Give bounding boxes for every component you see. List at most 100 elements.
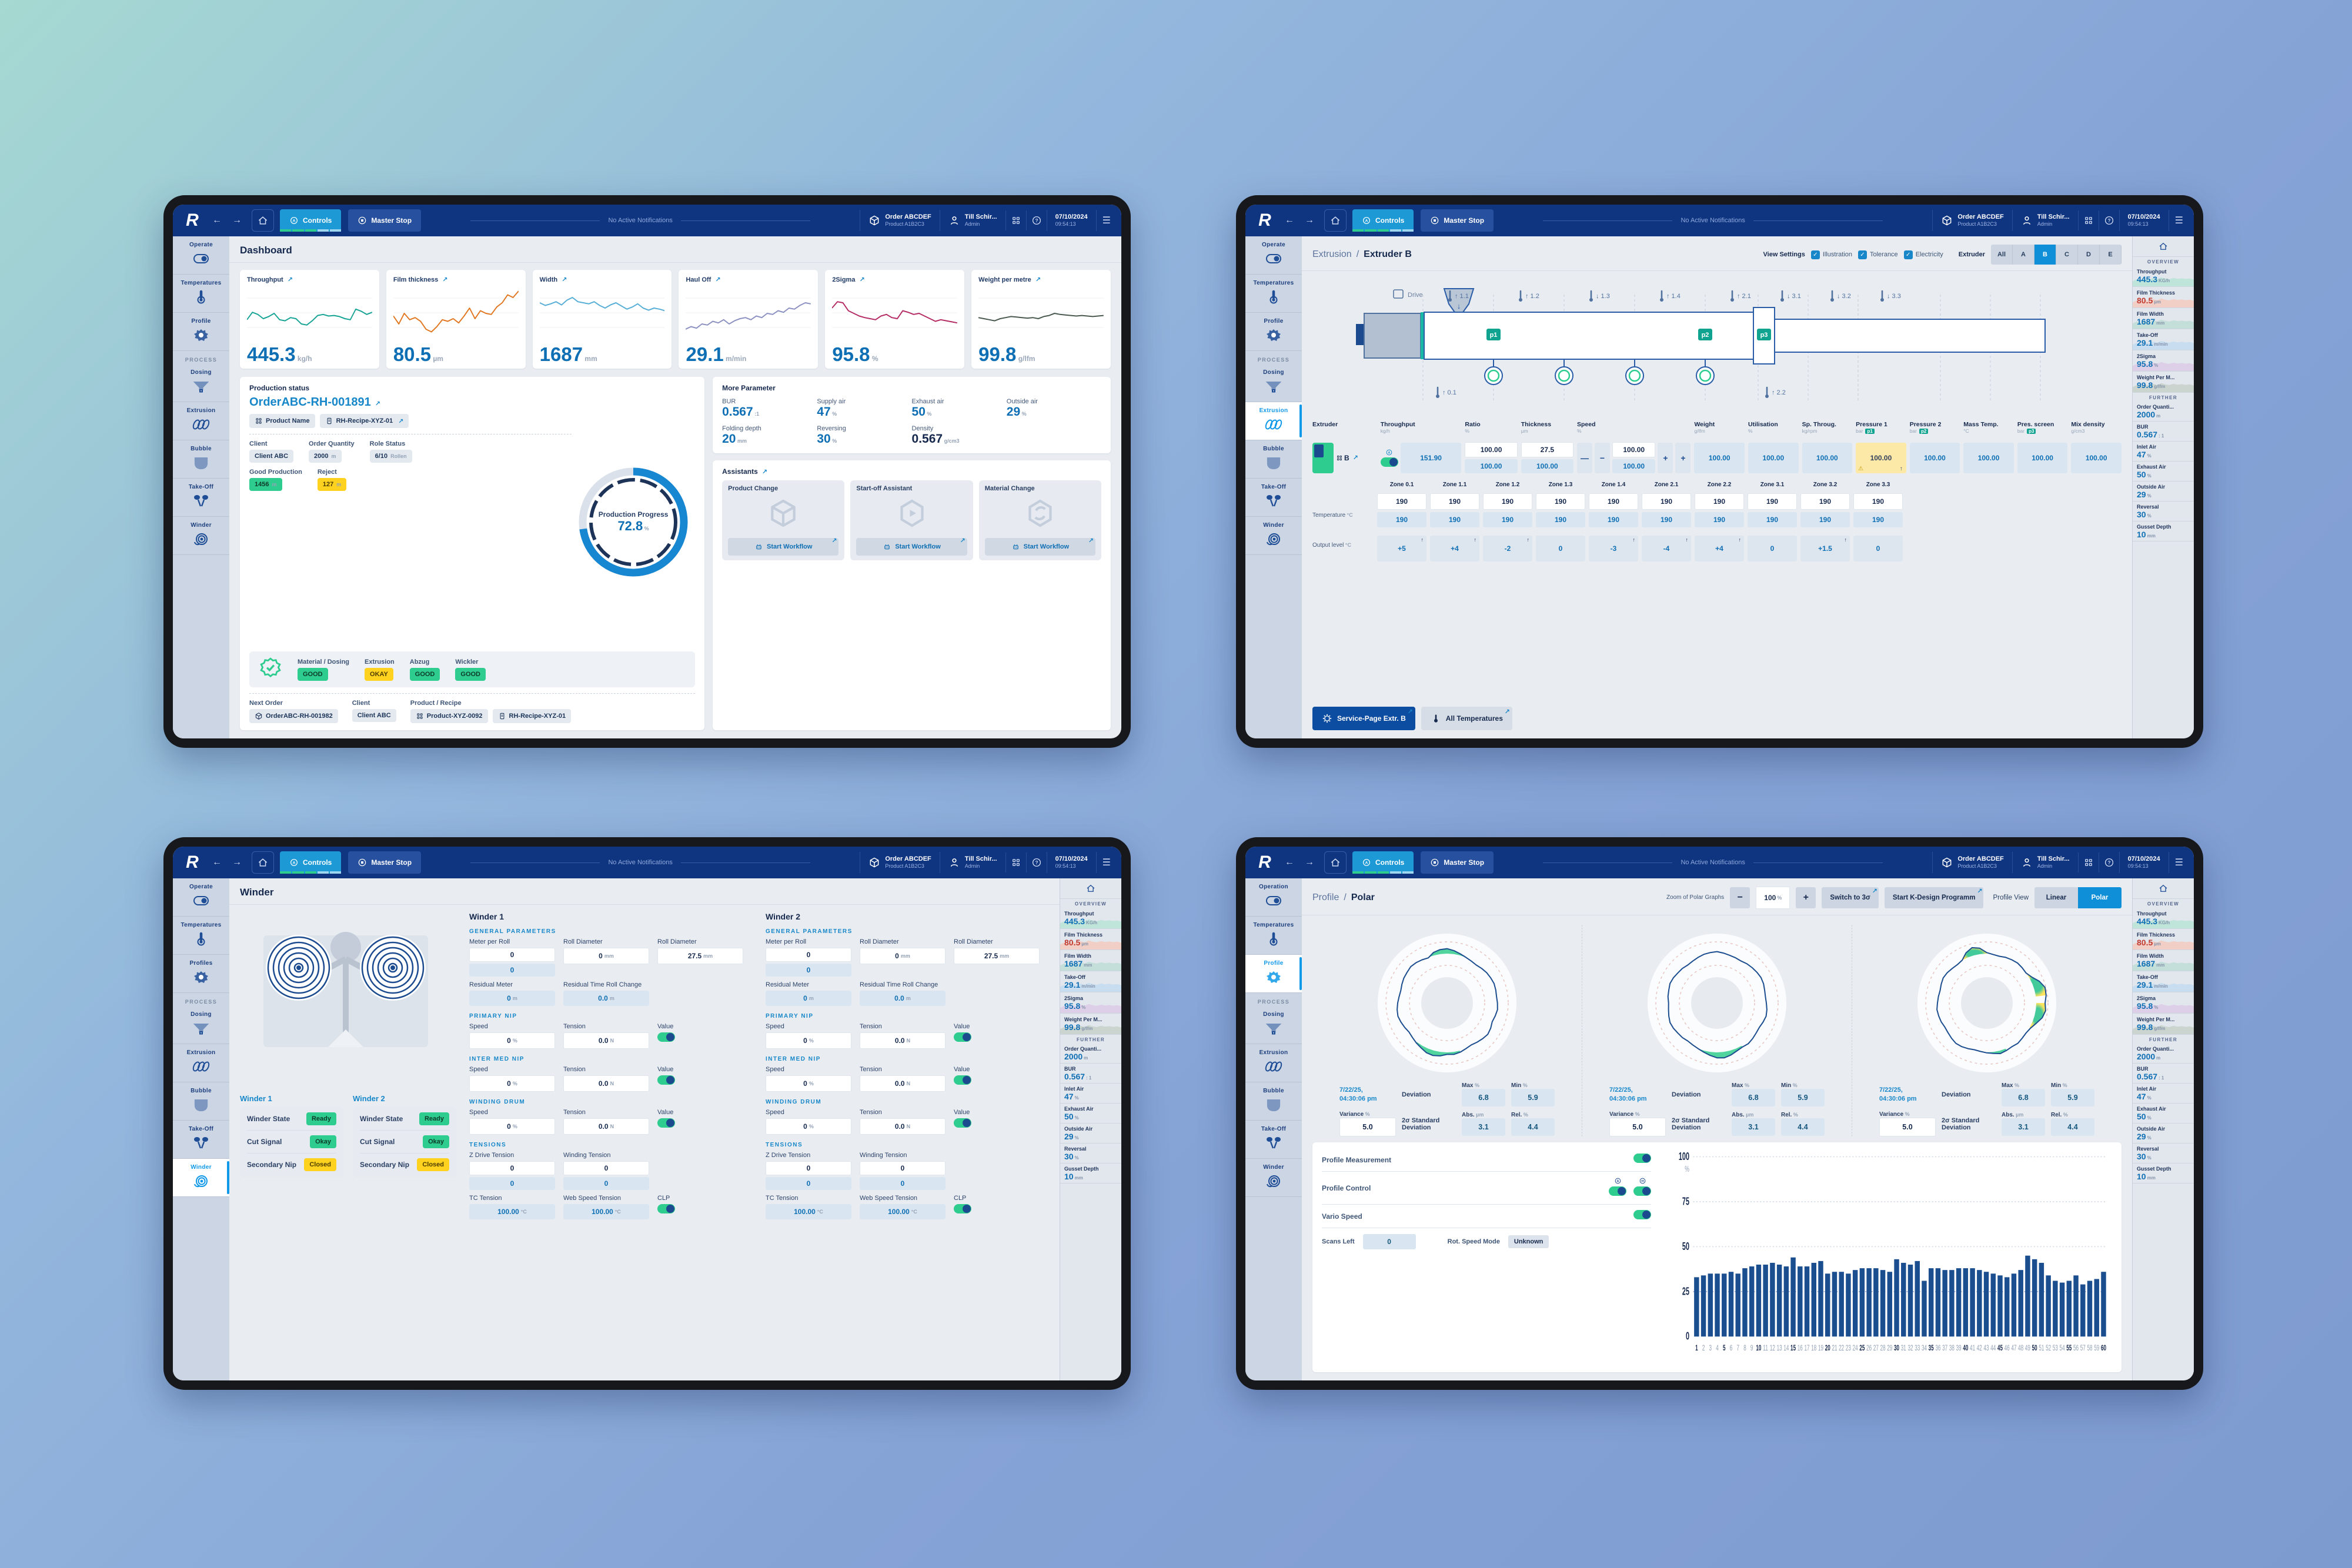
sidebar-item-extrusion[interactable]: Extrusion: [173, 402, 229, 440]
rail-metric-film-width[interactable]: Film Width 1687 mm: [2133, 308, 2194, 329]
speed-increase-large[interactable]: +: [1675, 442, 1691, 473]
view-option-polar[interactable]: Polar: [2078, 887, 2122, 908]
help-button[interactable]: ?: [1025, 210, 1047, 230]
apps-button[interactable]: [2077, 852, 2099, 872]
zone-set-input[interactable]: 190: [1800, 493, 1850, 510]
sidebar-item-operation[interactable]: Operation: [1245, 878, 1302, 917]
rail-further-bur[interactable]: BUR 0.567: 1: [1060, 1064, 1121, 1084]
field-toggle[interactable]: [657, 1118, 675, 1128]
field-set-input[interactable]: 0: [766, 948, 851, 962]
zone-set-input[interactable]: 190: [1642, 493, 1691, 510]
ratio-set-input[interactable]: 100.00: [1465, 442, 1518, 457]
zone-set-input[interactable]: 190: [1589, 493, 1638, 510]
field-input[interactable]: 27.5 mm: [954, 948, 1040, 964]
master-stop-button[interactable]: Master Stop: [348, 851, 422, 874]
sidebar-item-take-off[interactable]: Take-Off: [173, 479, 229, 517]
sidebar-item-operate[interactable]: Operate: [1245, 236, 1302, 275]
field-input[interactable]: 0 mm: [860, 948, 946, 964]
control-toggle[interactable]: [1633, 1210, 1651, 1219]
menu-button[interactable]: ☰: [2168, 210, 2188, 231]
sidebar-item-profile[interactable]: Profile: [173, 313, 229, 351]
kpi-tile-weight[interactable]: Weight per metre ↗ 99.8 g/lfm: [971, 270, 1111, 369]
extruder-option-e[interactable]: E: [2100, 245, 2122, 265]
start-workflow-button[interactable]: Start Workflow ↗: [728, 537, 839, 556]
field-input[interactable]: 0.0 N: [563, 1032, 649, 1049]
field-toggle[interactable]: [954, 1204, 971, 1213]
field-set-input[interactable]: 0: [860, 1161, 946, 1175]
rail-metric-throughput[interactable]: Throughput 445.3 KG/h: [2133, 266, 2194, 287]
checkbox-checked-icon[interactable]: ✓: [1903, 250, 1913, 259]
button-start-k-design-programm[interactable]: Start K-Design Programm ↗: [1884, 887, 1984, 908]
field-input[interactable]: 0%: [766, 1032, 851, 1049]
sidebar-item-extrusion[interactable]: Extrusion: [1245, 1044, 1302, 1082]
kpi-tile-2sigma[interactable]: 2Sigma ↗ 95.8 %: [825, 270, 965, 369]
rail-further-exhaust-air[interactable]: Exhaust Air 50%: [1060, 1104, 1121, 1124]
speed-increase[interactable]: +: [1658, 442, 1673, 473]
rail-further-order-quanti-[interactable]: Order Quanti... 2000 m: [1060, 1044, 1121, 1064]
controls-tab[interactable]: A Controls: [280, 209, 342, 232]
variance-input[interactable]: 5.0: [1879, 1118, 1936, 1136]
rail-further-exhaust-air[interactable]: Exhaust Air 50%: [2133, 462, 2194, 482]
home-button[interactable]: [252, 209, 274, 232]
home-button[interactable]: [252, 851, 274, 874]
menu-button[interactable]: ☰: [2168, 852, 2188, 873]
rail-metric-film-width[interactable]: Film Width 1687 mm: [1060, 950, 1121, 971]
sidebar-item-temperatures[interactable]: Temperatures: [173, 917, 229, 955]
field-input[interactable]: 0.0 N: [563, 1118, 649, 1135]
field-set-input[interactable]: 0: [469, 948, 555, 962]
button-switch-to-3-[interactable]: Switch to 3σ ↗: [1822, 887, 1879, 908]
zone-set-input[interactable]: 190: [1748, 493, 1797, 510]
apps-button[interactable]: [1005, 210, 1026, 230]
field-input[interactable]: 0.0 N: [563, 1075, 649, 1092]
control-toggle[interactable]: [1633, 1186, 1651, 1196]
back-button[interactable]: ←: [212, 857, 222, 867]
apps-button[interactable]: [1005, 852, 1026, 872]
order-chip[interactable]: Product Name: [249, 414, 315, 428]
rail-further-order-quanti-[interactable]: Order Quanti... 2000 m: [2133, 402, 2194, 422]
thickness-set-input[interactable]: 27.5: [1521, 442, 1573, 457]
user-info[interactable]: Till Schir... Admin: [2012, 210, 2078, 231]
sidebar-item-winder[interactable]: Winder: [1245, 517, 1302, 555]
master-stop-button[interactable]: Master Stop: [348, 209, 422, 232]
extruder-swatch[interactable]: [1312, 442, 1334, 473]
order-link[interactable]: OrderABC-RH-001891 ↗: [249, 396, 572, 409]
sidebar-item-extrusion[interactable]: Extrusion: [173, 1044, 229, 1082]
field-input[interactable]: 0.0 N: [860, 1118, 946, 1135]
home-button[interactable]: [1324, 209, 1347, 232]
sidebar-item-temperatures[interactable]: Temperatures: [1245, 275, 1302, 313]
next-chip[interactable]: RH-Recipe-XYZ-01: [492, 709, 572, 723]
sidebar-item-winder[interactable]: Winder: [1245, 1159, 1302, 1197]
sidebar-item-dosing[interactable]: Dosing: [173, 364, 229, 402]
view-option-linear[interactable]: Linear: [2034, 887, 2078, 908]
field-toggle[interactable]: [954, 1075, 971, 1085]
field-toggle[interactable]: [657, 1032, 675, 1042]
field-toggle[interactable]: [657, 1204, 675, 1213]
sidebar-item-dosing[interactable]: Dosing: [1245, 1006, 1302, 1044]
back-button[interactable]: ←: [1285, 857, 1294, 867]
rail-metric-film-thickness[interactable]: Film Thickness 80.5 µm: [2133, 287, 2194, 308]
order-info[interactable]: Order ABCDEF Product A1B2C3: [1932, 210, 2012, 231]
speed-decrease-large[interactable]: —: [1577, 442, 1592, 473]
menu-button[interactable]: ☰: [1095, 852, 1115, 873]
rail-metric-weight-per-m-[interactable]: Weight Per M... 99.8 g/lfm: [1060, 1014, 1121, 1035]
help-button[interactable]: ?: [2098, 210, 2119, 230]
view-setting-electricity[interactable]: ✓ Electricity: [1903, 250, 1943, 259]
back-button[interactable]: ←: [212, 215, 222, 225]
rail-further-outside-air[interactable]: Outside Air 29%: [2133, 482, 2194, 502]
rail-further-bur[interactable]: BUR 0.567: 1: [2133, 422, 2194, 442]
rail-further-outside-air[interactable]: Outside Air 29%: [1060, 1124, 1121, 1144]
next-chip[interactable]: Client ABC: [352, 709, 396, 722]
menu-button[interactable]: ☰: [1095, 210, 1115, 231]
sidebar-item-temperatures[interactable]: Temperatures: [173, 275, 229, 313]
sidebar-item-profile[interactable]: Profile: [1245, 313, 1302, 351]
rail-metric-take-off[interactable]: Take-Off 29.1 m/min: [2133, 971, 2194, 992]
sidebar-item-bubble[interactable]: Bubble: [173, 1082, 229, 1121]
forward-button[interactable]: →: [232, 215, 242, 225]
field-input[interactable]: 27.5 mm: [657, 948, 743, 964]
rail-further-exhaust-air[interactable]: Exhaust Air 50%: [2133, 1104, 2194, 1124]
start-workflow-button[interactable]: Start Workflow ↗: [984, 537, 1095, 556]
rail-metric-take-off[interactable]: Take-Off 29.1 m/min: [2133, 329, 2194, 350]
field-input[interactable]: 0%: [469, 1032, 555, 1049]
kpi-tile-thickness[interactable]: Film thickness ↗ 80.5 µm: [386, 270, 526, 369]
controls-tab[interactable]: A Controls: [280, 851, 342, 874]
